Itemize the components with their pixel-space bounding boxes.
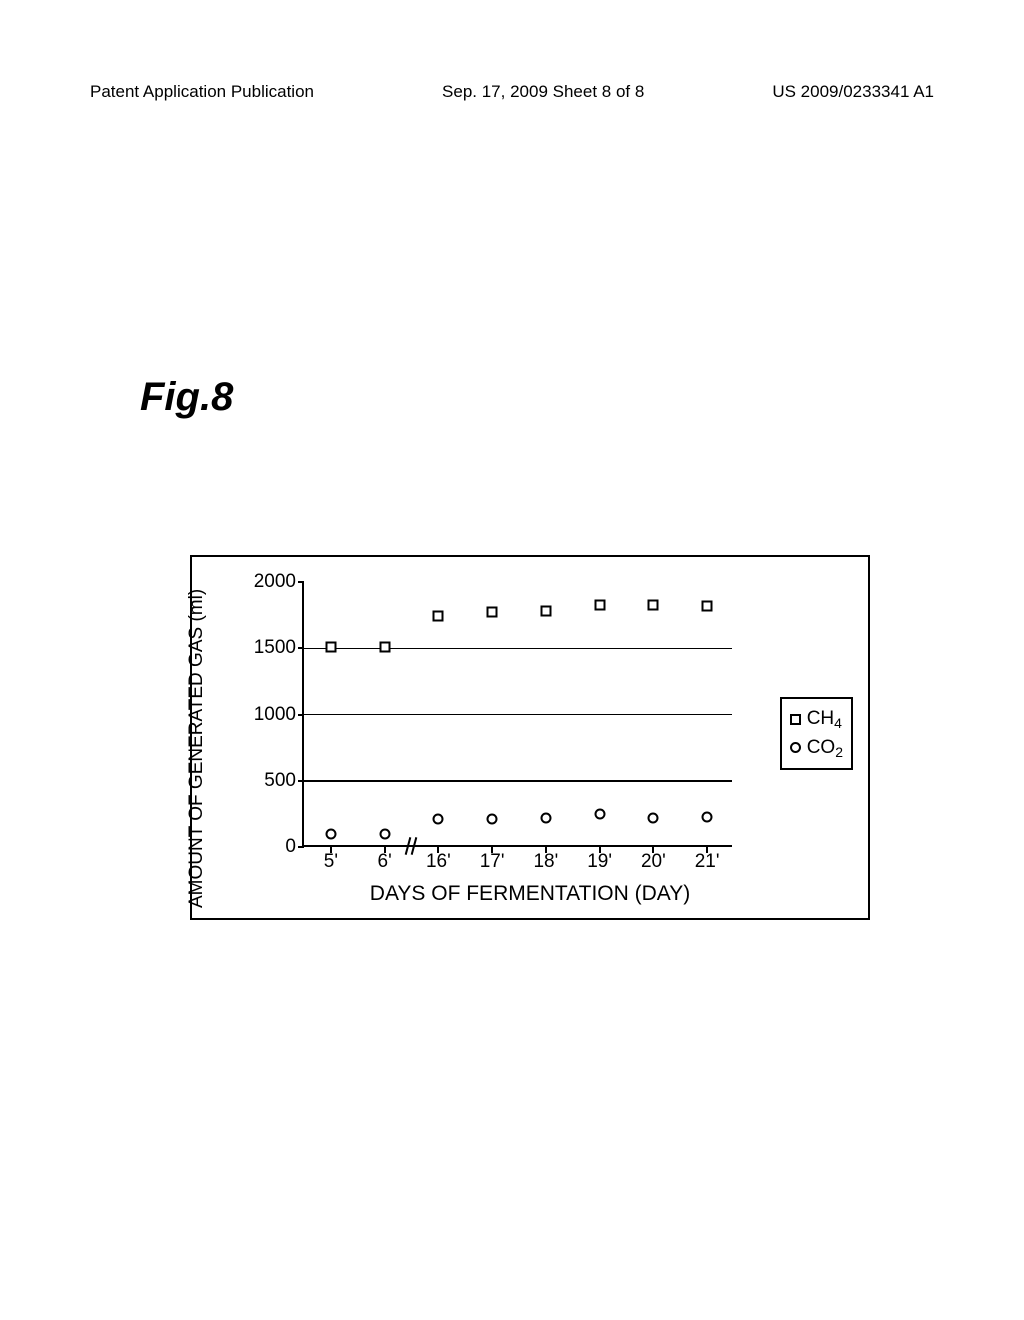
legend-label: CH4: [807, 705, 842, 734]
data-marker-square: [325, 641, 336, 652]
page-header: Patent Application Publication Sep. 17, …: [0, 82, 1024, 102]
y-tick-label: 500: [244, 770, 304, 792]
plot-area: 05001000150020005'6'16'17'18'19'20'21': [302, 582, 732, 847]
legend-label: CO2: [807, 734, 843, 763]
header-left: Patent Application Publication: [90, 82, 314, 102]
legend-item: CO2: [790, 734, 843, 763]
data-marker-square: [594, 599, 605, 610]
y-tick-label: 1500: [244, 637, 304, 659]
data-marker-circle: [702, 811, 713, 822]
header-right: US 2009/0233341 A1: [772, 82, 934, 102]
header-center: Sep. 17, 2009 Sheet 8 of 8: [442, 82, 644, 102]
y-axis-label: AMOUNT OF GENERATED GAS (ml): [186, 568, 208, 908]
chart-inner: AMOUNT OF GENERATED GAS (ml) DAYS OF FER…: [192, 557, 868, 918]
data-marker-square: [702, 600, 713, 611]
y-tick-label: 1000: [244, 704, 304, 726]
x-axis-label: DAYS OF FERMENTATION (DAY): [370, 882, 690, 906]
x-tick-mark: [384, 847, 386, 853]
x-tick-mark: [545, 847, 547, 853]
data-marker-circle: [594, 808, 605, 819]
data-marker-circle: [433, 814, 444, 825]
x-tick-mark: [437, 847, 439, 853]
y-tick-label: 0: [244, 836, 304, 858]
chart-container: AMOUNT OF GENERATED GAS (ml) DAYS OF FER…: [190, 555, 870, 920]
y-tick-mark: [298, 846, 304, 848]
gridline: [304, 648, 732, 650]
legend: CH4CO2: [780, 697, 853, 770]
axis-break: [404, 837, 420, 853]
y-tick-label: 2000: [244, 571, 304, 593]
data-marker-circle: [648, 812, 659, 823]
data-marker-square: [648, 599, 659, 610]
legend-item: CH4: [790, 705, 843, 734]
x-tick-mark: [706, 847, 708, 853]
circle-marker-icon: [790, 742, 801, 753]
data-marker-square: [540, 606, 551, 617]
x-tick-mark: [652, 847, 654, 853]
data-marker-square: [379, 641, 390, 652]
y-tick-mark: [298, 581, 304, 583]
x-tick-mark: [330, 847, 332, 853]
data-marker-square: [433, 611, 444, 622]
data-marker-circle: [540, 812, 551, 823]
data-marker-circle: [379, 828, 390, 839]
square-marker-icon: [790, 714, 801, 725]
figure-label: Fig.8: [140, 375, 233, 420]
gridline: [304, 780, 732, 782]
data-marker-square: [487, 607, 498, 618]
x-tick-mark: [491, 847, 493, 853]
gridline: [304, 714, 732, 716]
data-marker-circle: [487, 814, 498, 825]
data-marker-circle: [325, 828, 336, 839]
x-tick-mark: [599, 847, 601, 853]
